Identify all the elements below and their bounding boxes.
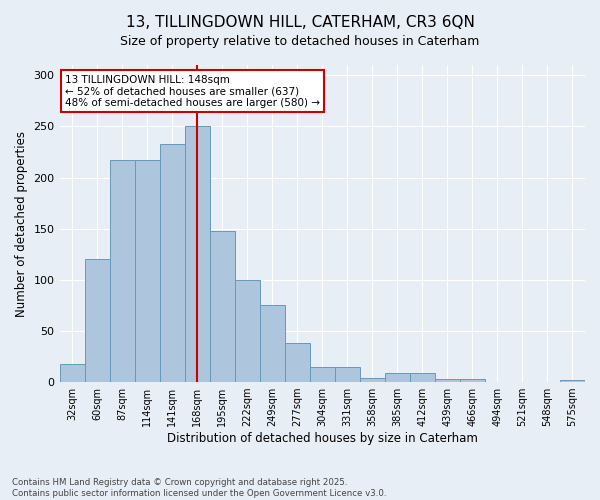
X-axis label: Distribution of detached houses by size in Caterham: Distribution of detached houses by size … [167, 432, 478, 445]
Bar [560, 380, 585, 382]
Bar [435, 379, 460, 382]
Bar [110, 160, 134, 382]
Text: Contains HM Land Registry data © Crown copyright and database right 2025.
Contai: Contains HM Land Registry data © Crown c… [12, 478, 386, 498]
Bar [360, 378, 385, 382]
Bar [385, 373, 410, 382]
Text: 13, TILLINGDOWN HILL, CATERHAM, CR3 6QN: 13, TILLINGDOWN HILL, CATERHAM, CR3 6QN [125, 15, 475, 30]
Bar [410, 373, 435, 382]
Bar [160, 144, 185, 382]
Bar [260, 306, 285, 382]
Bar [460, 379, 485, 382]
Bar [310, 366, 335, 382]
Bar [134, 160, 160, 382]
Bar [335, 366, 360, 382]
Bar [209, 230, 235, 382]
Bar [85, 260, 110, 382]
Bar [59, 364, 85, 382]
Bar [285, 343, 310, 382]
Text: Size of property relative to detached houses in Caterham: Size of property relative to detached ho… [121, 35, 479, 48]
Bar [185, 126, 209, 382]
Text: 13 TILLINGDOWN HILL: 148sqm
← 52% of detached houses are smaller (637)
48% of se: 13 TILLINGDOWN HILL: 148sqm ← 52% of det… [65, 74, 320, 108]
Bar [235, 280, 260, 382]
Y-axis label: Number of detached properties: Number of detached properties [15, 130, 28, 316]
